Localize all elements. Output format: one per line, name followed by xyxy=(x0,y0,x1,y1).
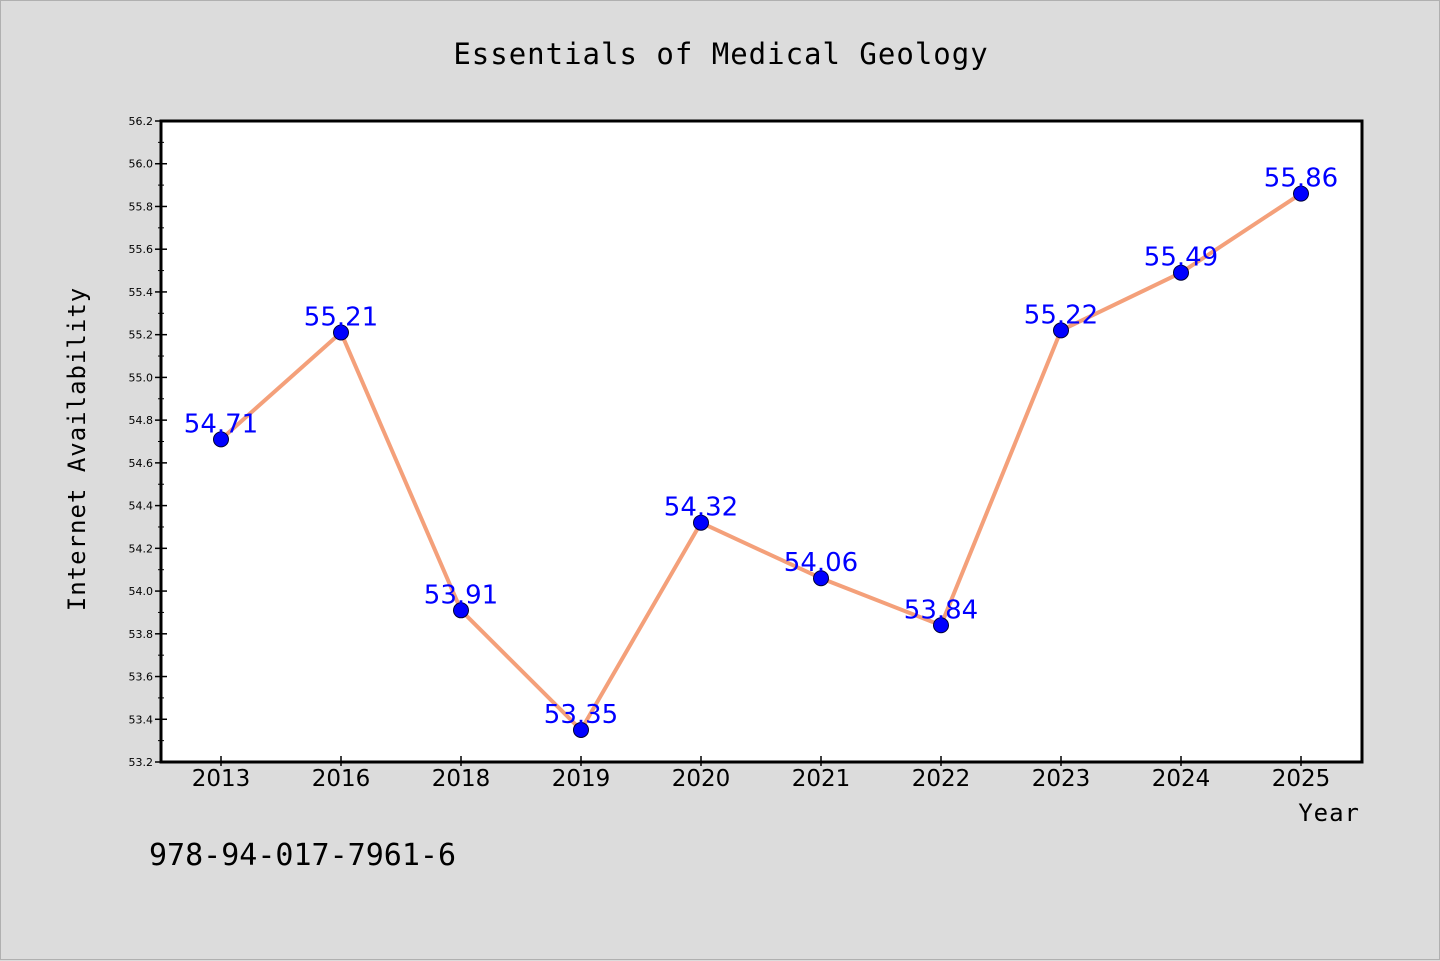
y-tick-label: 55.6 xyxy=(129,243,154,256)
series-group xyxy=(213,185,1309,738)
data-point xyxy=(813,570,829,587)
data-labels-group: 54.71 55.21 53.91 53.35 54.32 54.06 53.84 55.22… xyxy=(184,164,1338,730)
x-tick-label: 2025 xyxy=(1272,766,1331,792)
y-tick-label: 55.0 xyxy=(129,371,154,384)
data-label: 54.32 xyxy=(664,493,738,523)
data-label: 53.91 xyxy=(424,580,498,610)
x-axis-label: Year xyxy=(1298,799,1360,827)
y-tick-label: 56.0 xyxy=(129,158,154,171)
data-point xyxy=(453,602,469,619)
data-label: 54.71 xyxy=(184,409,258,439)
x-tick-label: 2013 xyxy=(192,766,251,792)
y-tick-label: 54.2 xyxy=(129,542,154,555)
data-label: 55.86 xyxy=(1264,164,1338,194)
y-tick-label: 55.2 xyxy=(129,329,154,342)
x-tick-label: 2023 xyxy=(1032,766,1091,792)
data-point xyxy=(1173,264,1189,281)
y-tick-label: 53.2 xyxy=(129,756,154,769)
data-point xyxy=(333,324,349,341)
x-tick-label: 2019 xyxy=(552,766,611,792)
y-axis-label: Internet Availability xyxy=(63,287,91,611)
y-axis: 53.2 53.4 53.6 53.8 54.0 54.2 54.4 54.6 54.8 55.0… xyxy=(129,115,167,769)
isbn-footer: 978-94-017-7961-6 xyxy=(149,838,456,873)
y-tick-label: 55.8 xyxy=(129,200,154,213)
y-tick-label: 54.6 xyxy=(129,457,154,470)
y-tick-label: 53.4 xyxy=(129,713,154,726)
data-label: 53.35 xyxy=(544,700,618,730)
x-tick-label: 2016 xyxy=(312,766,371,792)
plot-area xyxy=(159,119,1364,764)
data-point xyxy=(1053,322,1069,339)
data-point xyxy=(1293,185,1309,202)
x-tick-label: 2018 xyxy=(432,766,491,792)
y-tick-label: 54.8 xyxy=(129,414,154,427)
y-tick-label: 53.8 xyxy=(129,628,154,641)
y-tick-label: 55.4 xyxy=(129,286,154,299)
x-axis: 2013 2016 2018 2019 2020 2021 2022 2023 2024 2025 xyxy=(192,756,1331,792)
data-label: 55.49 xyxy=(1144,243,1218,273)
y-tick-label: 54.4 xyxy=(129,500,154,513)
data-point xyxy=(213,431,229,448)
x-tick-label: 2021 xyxy=(792,766,851,792)
chart-title: Essentials of Medical Geology xyxy=(453,37,988,71)
y-tick-label: 56.2 xyxy=(129,115,154,128)
x-tick-label: 2024 xyxy=(1152,766,1211,792)
data-point xyxy=(933,617,949,634)
y-tick-label: 53.6 xyxy=(129,671,154,684)
data-label: 53.84 xyxy=(904,595,978,625)
data-label: 55.21 xyxy=(304,303,378,333)
x-tick-label: 2020 xyxy=(672,766,731,792)
data-label: 54.06 xyxy=(784,548,858,578)
data-point xyxy=(573,721,589,738)
data-label: 55.22 xyxy=(1024,300,1098,330)
x-tick-label: 2022 xyxy=(912,766,971,792)
series-line xyxy=(219,191,1303,732)
data-point xyxy=(693,514,709,531)
y-tick-label: 54.0 xyxy=(129,585,154,598)
